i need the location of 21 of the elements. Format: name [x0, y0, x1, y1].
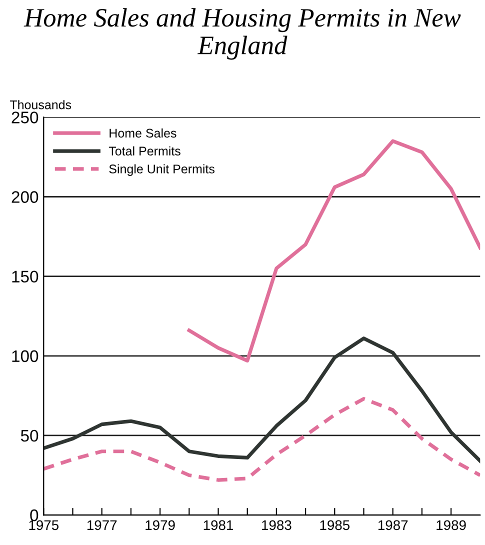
- legend-label: Single Unit Permits: [109, 164, 214, 176]
- line-series: [44, 397, 480, 482]
- y-tick-label: 0: [30, 509, 38, 522]
- line-series: [44, 336, 480, 463]
- legend-label: Home Sales: [110, 128, 176, 138]
- y-tick-label: 150: [12, 270, 38, 283]
- legend-label: Total Permits: [108, 146, 180, 156]
- x-tick-label: 1977: [87, 520, 117, 530]
- chart-title: Home Sales and Housing Permits in New England: [24, 8, 461, 60]
- x-tick-label: 1987: [378, 520, 408, 530]
- y-tick-label: 200: [12, 191, 38, 203]
- y-axis-title: Thousands: [10, 100, 72, 110]
- x-tick-label: 1975: [29, 520, 59, 530]
- y-tick-label: 50: [20, 430, 38, 442]
- y-tick-label: 100: [12, 350, 38, 362]
- x-tick-label: 1983: [262, 520, 292, 530]
- x-tick-label: 1985: [320, 520, 350, 530]
- y-tick-label: 250: [12, 112, 38, 124]
- x-tick-label: 1979: [146, 520, 175, 530]
- x-tick-label: 1989: [436, 520, 466, 530]
- x-tick-label: 1981: [204, 520, 234, 530]
